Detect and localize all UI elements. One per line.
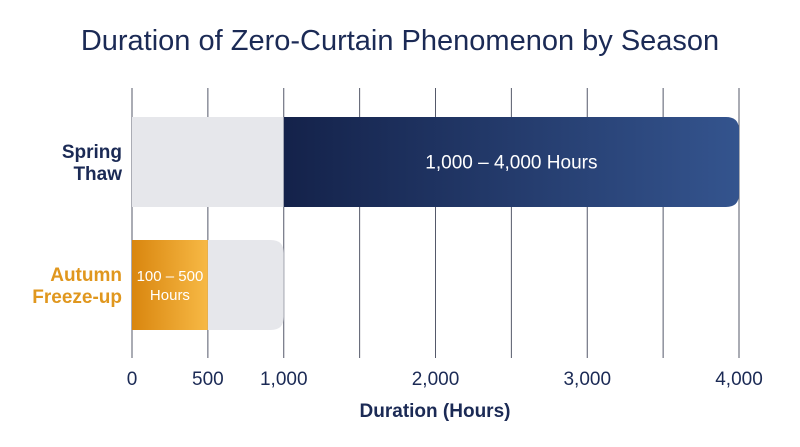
x-tick-label: 2,000 <box>412 369 460 390</box>
category-labels: Spring Thaw Autumn Freeze-up <box>32 142 122 308</box>
x-axis-label: Duration (Hours) <box>360 401 511 422</box>
category-label: Autumn Freeze-up <box>32 265 122 308</box>
x-tick-label: 1,000 <box>260 369 308 390</box>
bar-value-label: 1,000 – 4,000 Hours <box>425 153 597 174</box>
bar <box>132 240 208 330</box>
bar-track <box>207 240 284 330</box>
chart-title: Duration of Zero-Curtain Phenomenon by S… <box>81 25 719 57</box>
bars: 1,000 – 4,000 Hours 100 – 500 Hours <box>132 117 739 330</box>
bar-track <box>132 117 284 207</box>
category-label: Spring Thaw <box>62 142 122 185</box>
x-tick-label: 0 <box>127 369 138 390</box>
x-tick-label: 3,000 <box>563 369 611 390</box>
x-tick-label: 500 <box>192 369 224 390</box>
bar-value-label: 100 – 500 Hours <box>137 268 204 304</box>
x-tick-label: 4,000 <box>715 369 763 390</box>
x-axis-ticks: 0 500 1,000 2,000 3,000 4,000 <box>127 369 763 390</box>
bar <box>283 117 739 207</box>
